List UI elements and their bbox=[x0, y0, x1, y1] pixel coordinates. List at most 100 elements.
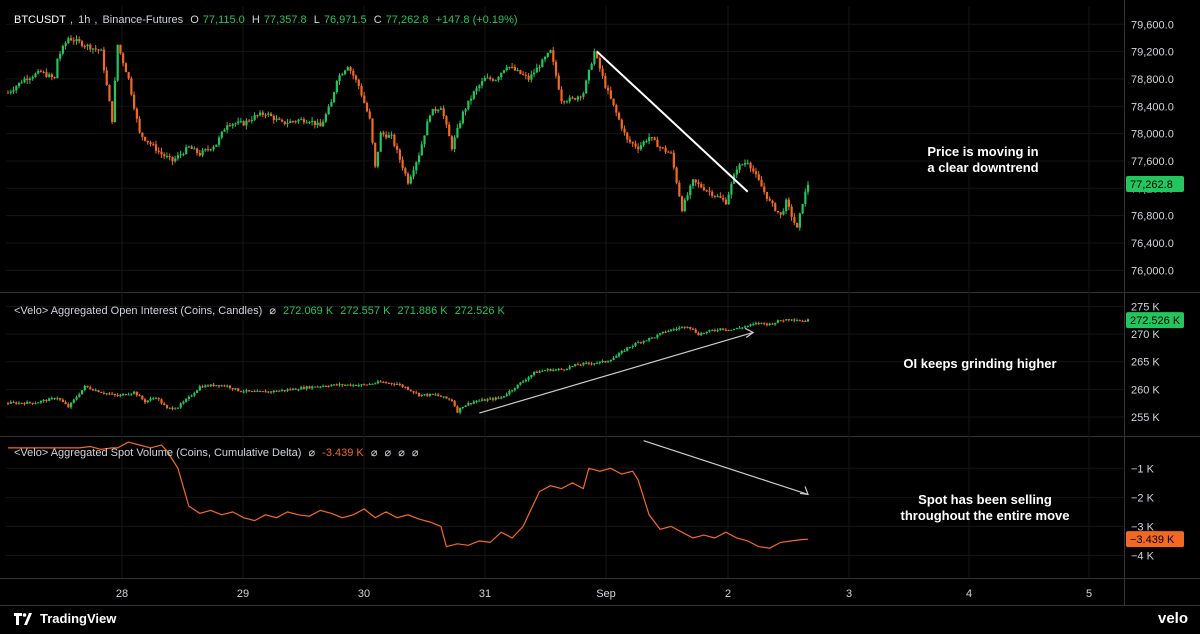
candle-body bbox=[664, 147, 667, 152]
candle-body bbox=[535, 371, 538, 373]
candle-body bbox=[543, 57, 547, 60]
candle-body bbox=[697, 182, 700, 185]
spot-null-icon-1: ⌀ bbox=[370, 447, 378, 459]
candle-body bbox=[212, 384, 215, 387]
oi-title[interactable]: <Velo> Aggregated Open Interest (Coins, … bbox=[14, 305, 263, 317]
candle-body bbox=[552, 369, 555, 371]
candle-body bbox=[672, 329, 675, 331]
candle-body bbox=[396, 383, 399, 385]
candle-body bbox=[746, 325, 749, 327]
candle-body bbox=[796, 320, 799, 322]
candle-body bbox=[582, 93, 585, 97]
candle-body bbox=[322, 121, 325, 127]
candle-body bbox=[272, 115, 275, 121]
candle-body bbox=[442, 108, 445, 117]
candle-body bbox=[53, 77, 56, 79]
candle-body bbox=[486, 399, 489, 401]
candle-body bbox=[711, 191, 714, 196]
candle-body bbox=[382, 132, 385, 135]
candle-body bbox=[393, 383, 396, 385]
candle-body bbox=[34, 73, 37, 78]
trend-line bbox=[479, 331, 754, 414]
price-annotation-line-2: a clear downtrend bbox=[927, 160, 1039, 175]
trend-arrowhead bbox=[799, 486, 809, 496]
candle-body bbox=[691, 179, 695, 186]
candle-body bbox=[708, 330, 711, 332]
candle-body bbox=[626, 132, 629, 140]
candle-body bbox=[259, 390, 262, 392]
candle-body bbox=[760, 179, 763, 187]
candle-body bbox=[174, 158, 177, 162]
candle-body bbox=[302, 387, 306, 389]
candle-body bbox=[516, 70, 519, 72]
candle-body bbox=[59, 53, 62, 59]
candle-body bbox=[168, 407, 171, 409]
candle-body bbox=[228, 125, 232, 127]
candle-body bbox=[609, 359, 612, 362]
candle-body bbox=[763, 186, 766, 192]
candle-body bbox=[141, 132, 144, 137]
candle-body bbox=[735, 169, 738, 175]
candle-body bbox=[790, 319, 793, 321]
candle-body bbox=[368, 383, 371, 385]
spot-title[interactable]: <Velo> Aggregated Spot Volume (Coins, Cu… bbox=[14, 447, 302, 459]
candle-body bbox=[798, 320, 801, 322]
candle-body bbox=[116, 44, 119, 81]
candle-body bbox=[659, 147, 662, 149]
candle-body bbox=[313, 120, 317, 126]
candle-body bbox=[113, 80, 117, 123]
candle-body bbox=[527, 377, 530, 380]
candle-body bbox=[360, 384, 363, 386]
candle-body bbox=[316, 122, 319, 126]
candle-body bbox=[491, 398, 495, 400]
candle-body bbox=[724, 329, 728, 331]
candle-body bbox=[702, 187, 706, 191]
candle-body bbox=[341, 74, 344, 76]
candle-body bbox=[533, 371, 536, 375]
candle-body bbox=[705, 190, 708, 192]
tradingview-logo[interactable]: TradingView bbox=[14, 611, 116, 626]
interval-label[interactable]: 1h bbox=[78, 14, 91, 26]
candle-body bbox=[702, 333, 706, 335]
candle-body bbox=[779, 212, 782, 215]
candle-body bbox=[467, 100, 470, 110]
candle-body bbox=[472, 91, 475, 99]
high-label: H bbox=[251, 14, 260, 26]
candle-body bbox=[648, 338, 651, 341]
candle-body bbox=[790, 206, 793, 217]
candle-body bbox=[143, 136, 147, 141]
candle-body bbox=[116, 394, 119, 397]
candle-body bbox=[497, 397, 500, 399]
candle-body bbox=[480, 399, 484, 401]
y-axis-tick-label: 76,000.0 bbox=[1131, 265, 1174, 277]
candle-body bbox=[557, 75, 560, 90]
candle-body bbox=[743, 163, 747, 165]
candle-body bbox=[774, 322, 777, 325]
candle-body bbox=[196, 390, 199, 394]
time-axis-label: 31 bbox=[479, 588, 491, 600]
candle-body bbox=[105, 70, 108, 85]
y-axis-tick-label: 255 K bbox=[1131, 412, 1160, 424]
symbol-label[interactable]: BTCUSDT bbox=[14, 14, 66, 26]
candle-body bbox=[256, 115, 259, 117]
candle-body bbox=[486, 77, 489, 79]
candle-body bbox=[127, 72, 130, 79]
candle-body bbox=[242, 121, 245, 126]
candle-body bbox=[574, 364, 577, 367]
candle-body bbox=[538, 371, 541, 373]
candle-body bbox=[302, 119, 306, 123]
candle-body bbox=[291, 121, 295, 123]
candle-body bbox=[253, 115, 256, 120]
candle-body bbox=[234, 123, 237, 125]
candle-body bbox=[138, 395, 141, 397]
candle-body bbox=[7, 92, 10, 94]
candle-body bbox=[596, 362, 599, 364]
candle-body bbox=[182, 154, 185, 156]
candle-body bbox=[508, 66, 511, 68]
candle-body bbox=[752, 323, 755, 325]
candle-body bbox=[78, 394, 81, 398]
candle-body bbox=[311, 386, 314, 389]
candle-body bbox=[256, 390, 259, 392]
candle-body bbox=[683, 326, 686, 328]
candle-body bbox=[187, 146, 191, 148]
